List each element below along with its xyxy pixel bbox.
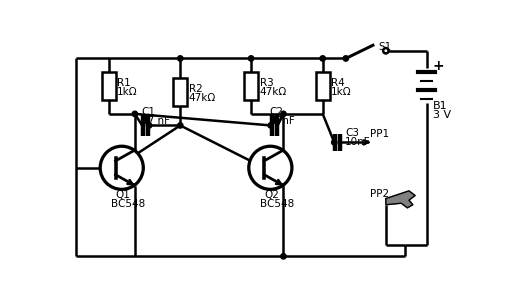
Text: BC548: BC548 <box>259 199 294 209</box>
Text: 47 nF: 47 nF <box>141 116 170 126</box>
Circle shape <box>177 56 183 61</box>
Bar <box>173 79 187 106</box>
Text: R3: R3 <box>259 78 274 88</box>
Text: 1kΩ: 1kΩ <box>117 87 138 97</box>
Circle shape <box>249 56 254 61</box>
Circle shape <box>249 146 292 189</box>
Text: PP1: PP1 <box>370 129 389 138</box>
Bar <box>244 72 258 100</box>
Text: C1: C1 <box>141 107 155 116</box>
Text: R4: R4 <box>331 78 345 88</box>
Circle shape <box>320 56 326 61</box>
Text: Q2: Q2 <box>264 190 279 200</box>
Text: B1: B1 <box>433 101 447 111</box>
Circle shape <box>268 123 274 128</box>
Text: 47kΩ: 47kΩ <box>259 87 287 97</box>
Circle shape <box>343 56 348 61</box>
Text: R2: R2 <box>189 84 202 94</box>
Text: Q1: Q1 <box>115 190 131 200</box>
Text: 47kΩ: 47kΩ <box>189 94 216 104</box>
Text: PP2: PP2 <box>370 189 389 199</box>
Polygon shape <box>386 191 415 208</box>
Circle shape <box>132 111 137 116</box>
Text: +: + <box>433 59 444 73</box>
Text: S1: S1 <box>378 42 392 52</box>
Text: BC548: BC548 <box>111 199 145 209</box>
Circle shape <box>100 146 144 189</box>
Text: 47nF: 47nF <box>269 116 295 126</box>
Text: C2: C2 <box>269 107 283 116</box>
Circle shape <box>147 123 152 128</box>
Text: 3 V: 3 V <box>433 110 451 120</box>
Bar <box>102 72 115 100</box>
Circle shape <box>177 123 183 128</box>
Text: C3: C3 <box>345 128 359 138</box>
Bar <box>316 72 330 100</box>
Circle shape <box>281 111 286 116</box>
Text: 1kΩ: 1kΩ <box>331 87 352 97</box>
Circle shape <box>383 48 388 54</box>
Circle shape <box>281 254 286 259</box>
Text: 10nF: 10nF <box>345 137 371 147</box>
Text: R1: R1 <box>117 78 131 88</box>
Circle shape <box>332 140 337 145</box>
